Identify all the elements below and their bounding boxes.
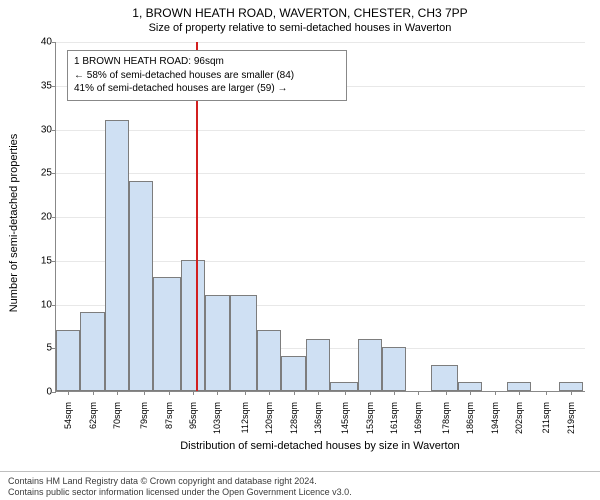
x-tick [144, 391, 145, 395]
x-tick-label: 128sqm [289, 402, 299, 434]
annotation-box: 1 BROWN HEATH ROAD: 96sqm ← 58% of semi-… [67, 50, 347, 101]
x-tick [495, 391, 496, 395]
y-tick-label: 0 [46, 387, 56, 398]
x-tick [68, 391, 69, 395]
x-tick [470, 391, 471, 395]
x-tick [294, 391, 295, 395]
x-tick-label: 202sqm [514, 402, 524, 434]
histogram-bar [129, 181, 153, 391]
histogram-bar [105, 120, 129, 391]
histogram-bar [507, 382, 531, 391]
histogram-bar [181, 260, 205, 391]
x-tick-label: 186sqm [465, 402, 475, 434]
x-tick-label: 95sqm [188, 402, 198, 429]
histogram-chart: 1, BROWN HEATH ROAD, WAVERTON, CHESTER, … [0, 0, 600, 500]
x-tick [269, 391, 270, 395]
histogram-bar [153, 277, 180, 391]
histogram-bar [431, 365, 458, 391]
x-tick-label: 87sqm [164, 402, 174, 429]
y-tick-label: 40 [41, 37, 56, 48]
gridline [56, 130, 585, 131]
x-tick [418, 391, 419, 395]
x-tick-label: 70sqm [112, 402, 122, 429]
gridline [56, 42, 585, 43]
x-tick-label: 103sqm [212, 402, 222, 434]
chart-title: 1, BROWN HEATH ROAD, WAVERTON, CHESTER, … [0, 0, 600, 22]
histogram-bar [205, 295, 229, 391]
x-tick [93, 391, 94, 395]
x-tick-label: 120sqm [264, 402, 274, 434]
gridline [56, 173, 585, 174]
x-tick [193, 391, 194, 395]
x-tick-label: 145sqm [340, 402, 350, 434]
x-tick-label: 169sqm [413, 402, 423, 434]
y-tick-label: 35 [41, 80, 56, 91]
annotation-line-2: ← 58% of semi-detached houses are smalle… [74, 69, 340, 83]
footer-attribution: Contains HM Land Registry data © Crown c… [0, 471, 600, 499]
x-tick-label: 194sqm [490, 402, 500, 434]
x-tick [446, 391, 447, 395]
x-tick [245, 391, 246, 395]
y-tick-label: 5 [46, 343, 56, 354]
annotation-line-3: 41% of semi-detached houses are larger (… [74, 82, 340, 96]
x-tick-label: 79sqm [139, 402, 149, 429]
y-tick-label: 30 [41, 124, 56, 135]
x-tick-label: 219sqm [566, 402, 576, 434]
x-tick [345, 391, 346, 395]
x-tick [318, 391, 319, 395]
x-tick [571, 391, 572, 395]
y-tick-label: 10 [41, 299, 56, 310]
x-tick-label: 112sqm [240, 402, 250, 433]
histogram-bar [306, 339, 330, 392]
histogram-bar [80, 312, 104, 391]
footer-line-1: Contains HM Land Registry data © Crown c… [8, 476, 592, 487]
x-tick [169, 391, 170, 395]
histogram-bar [382, 347, 406, 391]
x-tick [546, 391, 547, 395]
histogram-bar [281, 356, 305, 391]
x-tick [519, 391, 520, 395]
x-tick-label: 136sqm [313, 402, 323, 434]
histogram-bar [559, 382, 583, 391]
x-tick-label: 178sqm [441, 402, 451, 434]
x-tick-label: 161sqm [389, 402, 399, 434]
y-tick-label: 15 [41, 255, 56, 266]
x-tick [217, 391, 218, 395]
histogram-bar [56, 330, 80, 391]
annotation-line-1: 1 BROWN HEATH ROAD: 96sqm [74, 55, 340, 69]
x-tick-label: 62sqm [88, 402, 98, 429]
histogram-bar [257, 330, 281, 391]
x-tick [370, 391, 371, 395]
x-axis-label: Distribution of semi-detached houses by … [180, 440, 460, 452]
y-axis-label: Number of semi-detached properties [8, 134, 20, 313]
chart-subtitle: Size of property relative to semi-detach… [0, 22, 600, 38]
histogram-bar [458, 382, 482, 391]
footer-line-2: Contains public sector information licen… [8, 487, 592, 498]
histogram-bar [358, 339, 382, 392]
histogram-bar [330, 382, 357, 391]
y-tick-label: 25 [41, 168, 56, 179]
x-tick [117, 391, 118, 395]
y-tick-label: 20 [41, 212, 56, 223]
x-tick-label: 211sqm [541, 402, 551, 433]
x-tick [394, 391, 395, 395]
histogram-bar [230, 295, 257, 391]
x-tick-label: 153sqm [365, 402, 375, 434]
x-tick-label: 54sqm [63, 402, 73, 429]
